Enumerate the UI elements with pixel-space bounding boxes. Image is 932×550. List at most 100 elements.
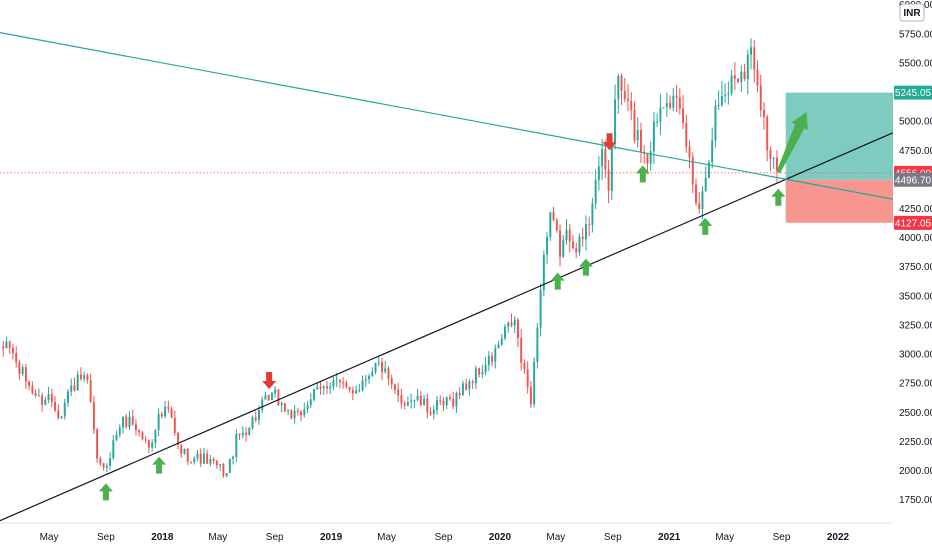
candle-body — [251, 417, 254, 428]
candle-body — [458, 393, 461, 396]
candle-body — [2, 346, 5, 349]
price-axis[interactable]: 1750.00 2000.00 2250.00 2500.00 2750.00 3000.… — [893, 0, 932, 550]
candle-body — [562, 240, 565, 257]
candle-body — [688, 146, 691, 158]
arrow-up-icon[interactable] — [771, 188, 786, 206]
candle-body — [504, 326, 506, 339]
candle-body — [28, 381, 31, 386]
arrow-down-icon[interactable] — [262, 372, 277, 390]
candle-body — [410, 400, 413, 403]
time-tick-label: 2021 — [658, 532, 681, 543]
candle-body — [416, 395, 419, 400]
candle-body — [325, 386, 328, 389]
candle-body — [154, 430, 157, 443]
price-badge-entry — [894, 172, 932, 187]
candle-body — [193, 458, 196, 463]
candle-body — [177, 432, 180, 445]
candle-body — [665, 102, 668, 108]
candle-body — [235, 433, 238, 457]
resistance-trendline[interactable] — [0, 32, 894, 200]
arrow-down-icon[interactable] — [602, 133, 617, 151]
price-tick-label: 4000.00 — [899, 233, 932, 244]
candle-body — [248, 427, 251, 436]
candle-body — [86, 375, 89, 381]
price-tick-label: 3250.00 — [899, 320, 932, 331]
candle-body — [766, 116, 769, 151]
plot-area[interactable] — [0, 32, 894, 522]
candle-body — [536, 327, 539, 362]
candle-body — [423, 398, 426, 406]
candle-body — [529, 387, 532, 405]
candle-body — [215, 460, 218, 466]
candle-body — [358, 390, 361, 392]
price-tick-label: 2000.00 — [899, 466, 932, 477]
arrow-up-icon[interactable] — [635, 165, 650, 183]
candle-body — [753, 47, 756, 70]
time-tick-label: Sep — [773, 532, 791, 543]
candle-body — [743, 71, 746, 80]
candle-body — [746, 54, 749, 80]
candle-body — [54, 401, 57, 411]
candle-body — [698, 203, 701, 209]
candle-body — [623, 91, 626, 99]
price-tick-label: 4250.00 — [899, 204, 932, 215]
candle-body — [309, 399, 312, 406]
candle-body — [345, 382, 348, 387]
projection-arrow-icon[interactable] — [776, 111, 808, 174]
candle-body — [377, 362, 380, 364]
candle-body — [125, 416, 128, 428]
arrow-up-icon[interactable] — [698, 217, 713, 235]
candle-body — [228, 458, 231, 473]
candle-body — [322, 386, 325, 389]
candle-body — [348, 386, 351, 391]
time-tick-label: 2019 — [320, 532, 343, 543]
candle-body — [717, 105, 720, 107]
candle-body — [769, 150, 772, 159]
candle-body — [381, 362, 383, 372]
arrow-up-icon[interactable] — [578, 258, 593, 276]
candle-body — [591, 203, 594, 225]
candle-body — [11, 347, 14, 354]
time-axis[interactable]: May Sep 2018 May Sep 2019 May Sep 2020 May Sep 2021… — [0, 522, 932, 550]
candle-body — [254, 417, 257, 420]
price-tick-label: 2750.00 — [899, 379, 932, 390]
candle-body — [368, 376, 371, 380]
candle-body — [89, 380, 92, 402]
candle-body — [597, 166, 600, 181]
candle-body — [426, 398, 429, 413]
stop-zone[interactable] — [785, 179, 893, 223]
candle-body — [546, 236, 549, 255]
candle-body — [34, 393, 37, 396]
candle-body — [212, 458, 215, 461]
price-tick-label: 3500.00 — [899, 291, 932, 302]
candle-body — [549, 212, 552, 237]
candle-body — [649, 151, 652, 164]
candle-body — [584, 224, 587, 240]
price-tick-label: 2500.00 — [899, 408, 932, 419]
candle-body — [526, 369, 529, 388]
candle-body — [47, 394, 50, 401]
support-trendline[interactable] — [0, 132, 894, 522]
candle-body — [186, 448, 189, 462]
arrow-up-icon[interactable] — [550, 272, 565, 290]
candle-body — [610, 143, 613, 191]
candle-body — [112, 440, 115, 459]
candle-body — [21, 367, 24, 374]
arrow-up-icon[interactable] — [98, 483, 113, 501]
currency-badge[interactable]: INR — [899, 3, 925, 22]
candle-body — [102, 463, 105, 468]
arrow-up-icon[interactable] — [152, 456, 167, 474]
candle-body — [542, 254, 545, 290]
candle-body — [79, 374, 82, 380]
candle-body — [633, 109, 636, 141]
candle-body — [539, 289, 542, 328]
candle-body — [733, 75, 736, 79]
time-axis-bg — [0, 523, 932, 550]
candle-body — [497, 344, 500, 349]
candle-body — [682, 108, 685, 124]
target-zone[interactable] — [785, 92, 893, 180]
candle-body — [711, 140, 714, 163]
candle-body — [342, 382, 345, 384]
candle-body — [474, 368, 477, 383]
